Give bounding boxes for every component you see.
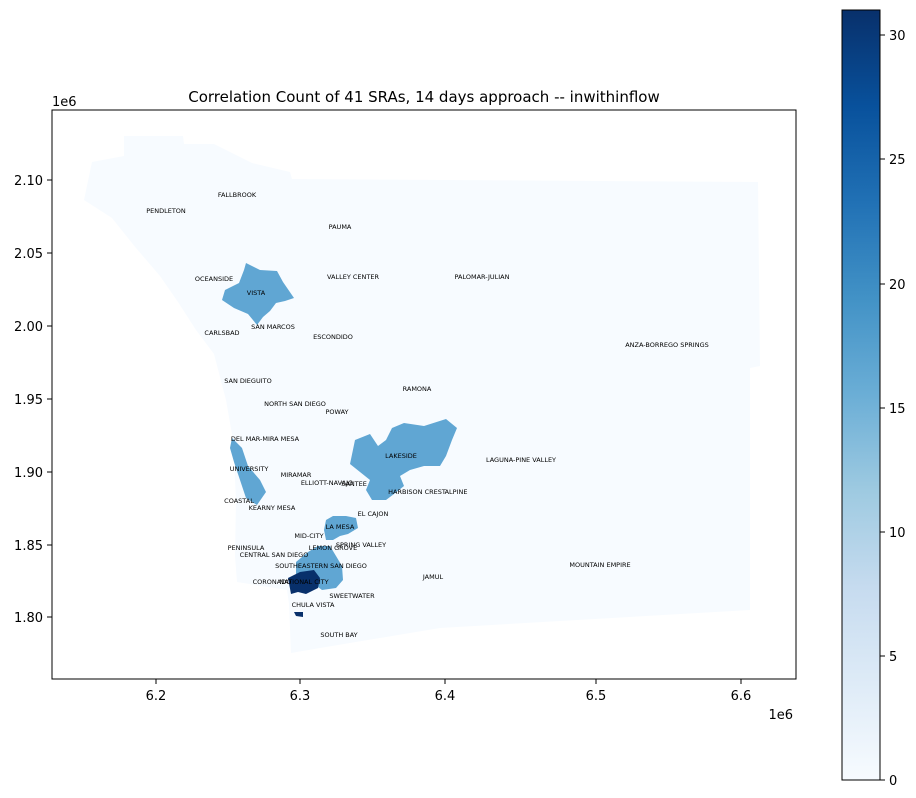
x-offset-label: 1e6 bbox=[768, 708, 793, 723]
sra-label: CHULA VISTA bbox=[292, 601, 335, 609]
region-la-mesa bbox=[324, 516, 358, 540]
region-vista bbox=[222, 263, 294, 325]
sra-label: UNIVERSITY bbox=[230, 465, 269, 473]
y-tick-label: 1.85 bbox=[14, 539, 43, 554]
sra-label: MID-CITY bbox=[294, 532, 323, 540]
colorbar-gradient bbox=[841, 9, 881, 781]
colorbar-tick-label: 15 bbox=[889, 402, 906, 417]
sra-label: SANTEE bbox=[341, 480, 367, 488]
x-axis: 6.2 6.3 6.4 6.5 6.6 1e6 bbox=[146, 679, 793, 723]
sra-label: HARBISON CREST bbox=[388, 488, 446, 496]
sra-label: LAGUNA-PINE VALLEY bbox=[486, 456, 556, 464]
colorbar-tick-label: 30 bbox=[889, 29, 906, 44]
sra-label: VISTA bbox=[247, 289, 266, 297]
y-tick-label: 1.95 bbox=[14, 393, 43, 408]
sra-label: KEARNY MESA bbox=[249, 504, 296, 512]
sra-label: SAN MARCOS bbox=[251, 323, 295, 331]
region-national-city bbox=[288, 570, 320, 594]
region-chula-vista-strip bbox=[294, 612, 303, 617]
sra-label: SPRING VALLEY bbox=[336, 541, 386, 549]
sra-label: JAMUL bbox=[422, 573, 444, 581]
region-north-county bbox=[84, 136, 760, 653]
x-tick-label: 6.6 bbox=[731, 689, 752, 704]
sra-label: LEMON GROVE bbox=[309, 544, 358, 552]
sra-label: PAUMA bbox=[329, 223, 352, 231]
sra-label: MOUNTAIN EMPIRE bbox=[569, 561, 630, 569]
y-tick-label: 1.90 bbox=[14, 466, 43, 481]
sra-label: EL CAJON bbox=[358, 510, 389, 518]
sra-label: PALOMAR-JULIAN bbox=[455, 273, 510, 281]
sra-label: SAN DIEGUITO bbox=[224, 377, 271, 385]
y-tick-label: 1.80 bbox=[14, 611, 43, 626]
x-tick-label: 6.5 bbox=[586, 689, 607, 704]
x-tick-label: 6.2 bbox=[146, 689, 167, 704]
colorbar-tick-label: 20 bbox=[889, 278, 906, 293]
sra-labels: FALLBROOK PENDLETON PAUMA OCEANSIDE VIST… bbox=[146, 191, 709, 639]
sra-label: PENINSULA bbox=[228, 544, 265, 552]
sra-label: RAMONA bbox=[403, 385, 432, 393]
sra-label: CARLSBAD bbox=[204, 329, 239, 337]
sra-label: NATIONAL CITY bbox=[279, 578, 328, 586]
colorbar-tick-label: 10 bbox=[889, 526, 906, 541]
y-tick-label: 2.10 bbox=[14, 174, 43, 189]
sra-label: DEL MAR-MIRA MESA bbox=[231, 435, 300, 443]
sra-label: LA MESA bbox=[326, 523, 355, 531]
y-axis: 2.10 2.05 2.00 1.95 1.90 1.85 1.80 1e6 bbox=[14, 95, 77, 626]
sra-label: NORTH SAN DIEGO bbox=[264, 400, 326, 408]
sra-label: OCEANSIDE bbox=[195, 275, 233, 283]
x-tick-label: 6.3 bbox=[290, 689, 311, 704]
y-offset-label: 1e6 bbox=[52, 95, 77, 110]
colorbar-tick-label: 25 bbox=[889, 153, 906, 168]
colorbar: 0 5 10 15 20 25 30 bbox=[841, 9, 906, 789]
map-title: Correlation Count of 41 SRAs, 14 days ap… bbox=[188, 88, 659, 106]
sra-label: POWAY bbox=[325, 408, 348, 416]
colorbar-tick-label: 0 bbox=[889, 774, 897, 789]
sra-label: PENDLETON bbox=[146, 207, 186, 215]
sra-label: MIRAMAR bbox=[281, 471, 312, 479]
y-tick-label: 2.05 bbox=[14, 247, 43, 262]
sra-label: COASTAL bbox=[224, 497, 254, 505]
sra-label: LAKESIDE bbox=[385, 452, 417, 460]
sra-label: FALLBROOK bbox=[218, 191, 257, 199]
sra-label: ALPINE bbox=[445, 488, 468, 496]
sra-label: CORONADO bbox=[253, 578, 292, 586]
colorbar-tick-label: 5 bbox=[889, 650, 897, 665]
y-tick-label: 2.00 bbox=[14, 320, 43, 335]
sra-label: CENTRAL SAN DIEGO bbox=[240, 551, 309, 559]
sra-label: SWEETWATER bbox=[329, 592, 375, 600]
sra-label: ELLIOTT-NAVAJO bbox=[301, 479, 353, 487]
region-lakeside bbox=[350, 419, 457, 500]
sra-label: SOUTH BAY bbox=[320, 631, 357, 639]
region-university bbox=[230, 438, 266, 505]
sra-label: SOUTHEASTERN SAN DIEGO bbox=[275, 562, 367, 570]
sra-label: ESCONDIDO bbox=[313, 333, 353, 341]
sra-label: VALLEY CENTER bbox=[327, 273, 379, 281]
x-tick-label: 6.4 bbox=[435, 689, 456, 704]
sra-label: ANZA-BORREGO SPRINGS bbox=[625, 341, 709, 349]
